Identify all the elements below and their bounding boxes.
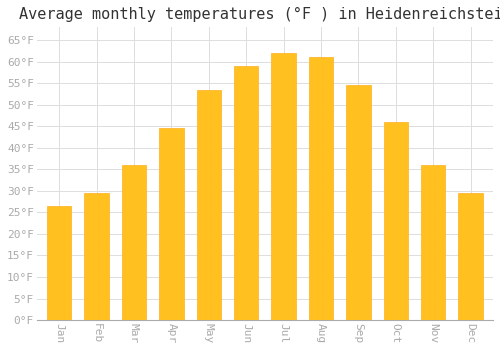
Bar [84,193,108,320]
Bar [309,57,333,320]
Bar [47,206,72,320]
Bar [234,66,258,320]
Bar [421,165,446,320]
Bar [346,85,370,320]
Bar [384,122,408,320]
Bar [272,53,295,320]
Bar [196,90,221,320]
Bar [458,193,483,320]
Title: Average monthly temperatures (°F ) in Heidenreichstein: Average monthly temperatures (°F ) in He… [18,7,500,22]
Bar [122,165,146,320]
Bar [159,128,184,320]
